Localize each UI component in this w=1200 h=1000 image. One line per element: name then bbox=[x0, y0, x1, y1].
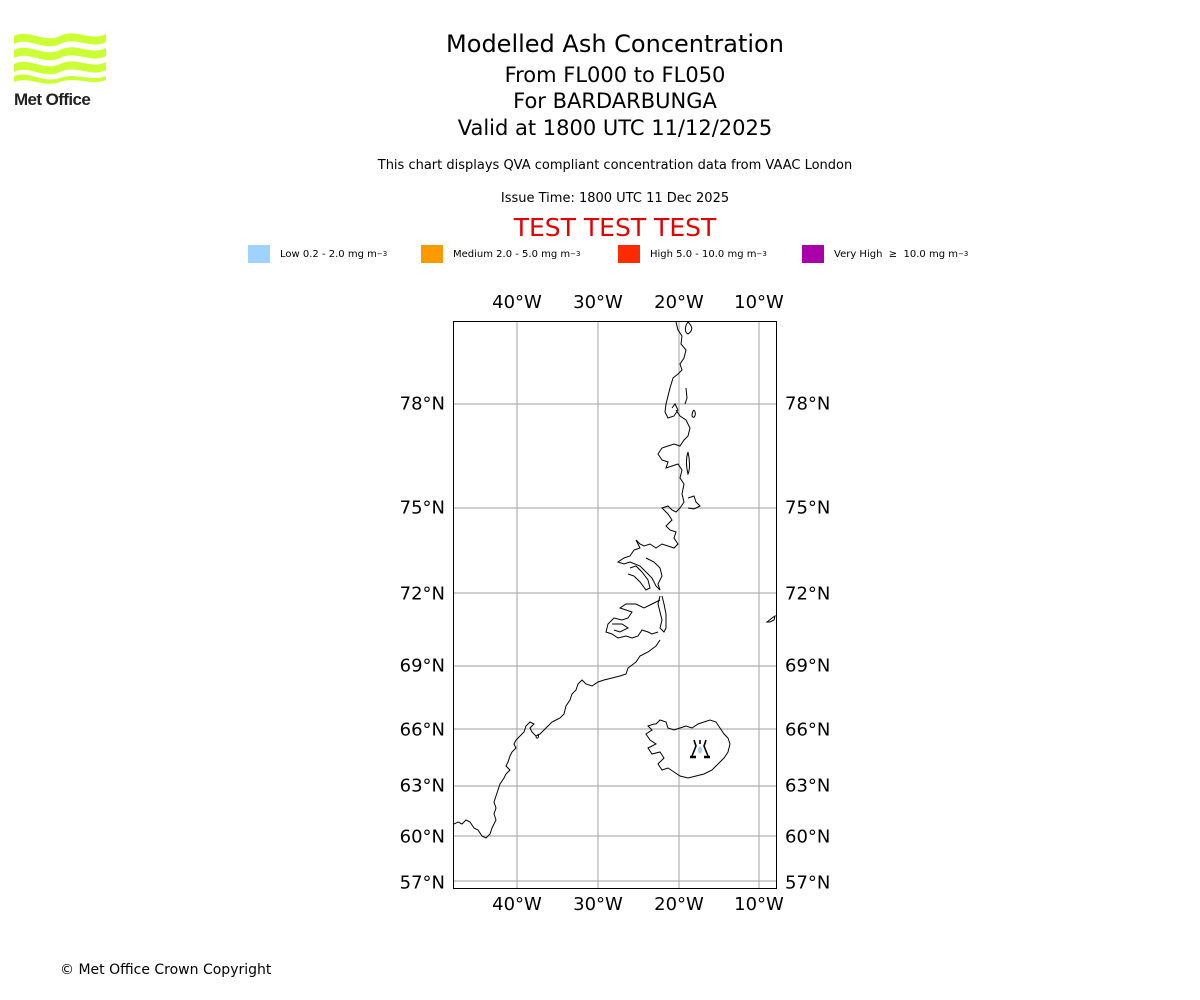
legend-item-high: High 5.0 - 10.0 mg m −3 bbox=[618, 245, 767, 263]
lat-tick-right: 60°N bbox=[785, 826, 831, 848]
flight-level-range: From FL000 to FL050 bbox=[504, 63, 726, 87]
legend-item-medium: Medium 2.0 - 5.0 mg m −3 bbox=[421, 245, 580, 263]
legend-label: Very High ≥ 10.0 mg m bbox=[834, 248, 958, 260]
lat-tick-right: 78°N bbox=[785, 393, 831, 415]
map-canvas bbox=[454, 322, 776, 888]
legend-swatch-low bbox=[248, 245, 270, 263]
lon-tick-bottom: 40°W bbox=[492, 894, 542, 915]
met-office-waves-icon bbox=[14, 33, 106, 84]
iceland-coastline bbox=[645, 719, 731, 779]
lat-tick-right: 57°N bbox=[785, 872, 831, 894]
lon-tick-top: 30°W bbox=[573, 292, 623, 313]
legend-item-very-high: Very High ≥ 10.0 mg m −3 bbox=[802, 245, 968, 263]
volcano-name: For BARDARBUNGA bbox=[513, 89, 717, 113]
legend-swatch-medium bbox=[421, 245, 443, 263]
logo-text: Met Office bbox=[14, 90, 91, 109]
lat-tick-left: 69°N bbox=[399, 655, 445, 677]
legend-swatch-very-high bbox=[802, 245, 824, 263]
lat-tick-left: 66°N bbox=[399, 719, 445, 741]
chart-title: Modelled Ash Concentration bbox=[446, 30, 784, 58]
lat-tick-left: 63°N bbox=[399, 775, 445, 797]
lon-tick-bottom: 30°W bbox=[573, 894, 623, 915]
met-office-logo: Met Office bbox=[14, 30, 106, 112]
legend-label: Medium 2.0 - 5.0 mg m bbox=[453, 248, 571, 260]
issue-time: Issue Time: 1800 UTC 11 Dec 2025 bbox=[500, 191, 730, 206]
legend-swatch-high bbox=[618, 245, 640, 263]
lon-tick-top: 40°W bbox=[492, 292, 542, 313]
lat-tick-left: 60°N bbox=[399, 826, 445, 848]
lat-tick-left: 75°N bbox=[399, 497, 445, 519]
lon-tick-bottom: 10°W bbox=[734, 894, 784, 915]
copyright-footer: © Met Office Crown Copyright bbox=[60, 962, 272, 978]
valid-time: Valid at 1800 UTC 11/12/2025 bbox=[457, 116, 773, 140]
lat-tick-left: 57°N bbox=[399, 872, 445, 894]
lat-tick-right: 69°N bbox=[785, 655, 831, 677]
lon-tick-bottom: 20°W bbox=[654, 894, 704, 915]
lat-tick-right: 66°N bbox=[785, 719, 831, 741]
ash-map[interactable] bbox=[453, 321, 777, 889]
gridlines bbox=[454, 322, 776, 888]
test-banner: TEST TEST TEST bbox=[513, 213, 717, 242]
lat-tick-right: 72°N bbox=[785, 583, 831, 605]
greenland-coastline bbox=[454, 322, 701, 839]
legend-item-low: Low 0.2 - 2.0 mg m −3 bbox=[248, 245, 387, 263]
jan-mayen-coastline bbox=[765, 614, 776, 623]
lat-tick-left: 78°N bbox=[399, 393, 445, 415]
lon-tick-top: 20°W bbox=[654, 292, 704, 313]
compliance-note: This chart displays QVA compliant concen… bbox=[377, 158, 853, 173]
lat-tick-right: 75°N bbox=[785, 497, 831, 519]
lat-tick-left: 72°N bbox=[399, 583, 445, 605]
legend-label: Low 0.2 - 2.0 mg m bbox=[280, 248, 377, 260]
legend-label: High 5.0 - 10.0 mg m bbox=[650, 248, 757, 260]
lon-tick-top: 10°W bbox=[734, 292, 784, 313]
lat-tick-right: 63°N bbox=[785, 775, 831, 797]
volcano-icon bbox=[690, 739, 710, 759]
